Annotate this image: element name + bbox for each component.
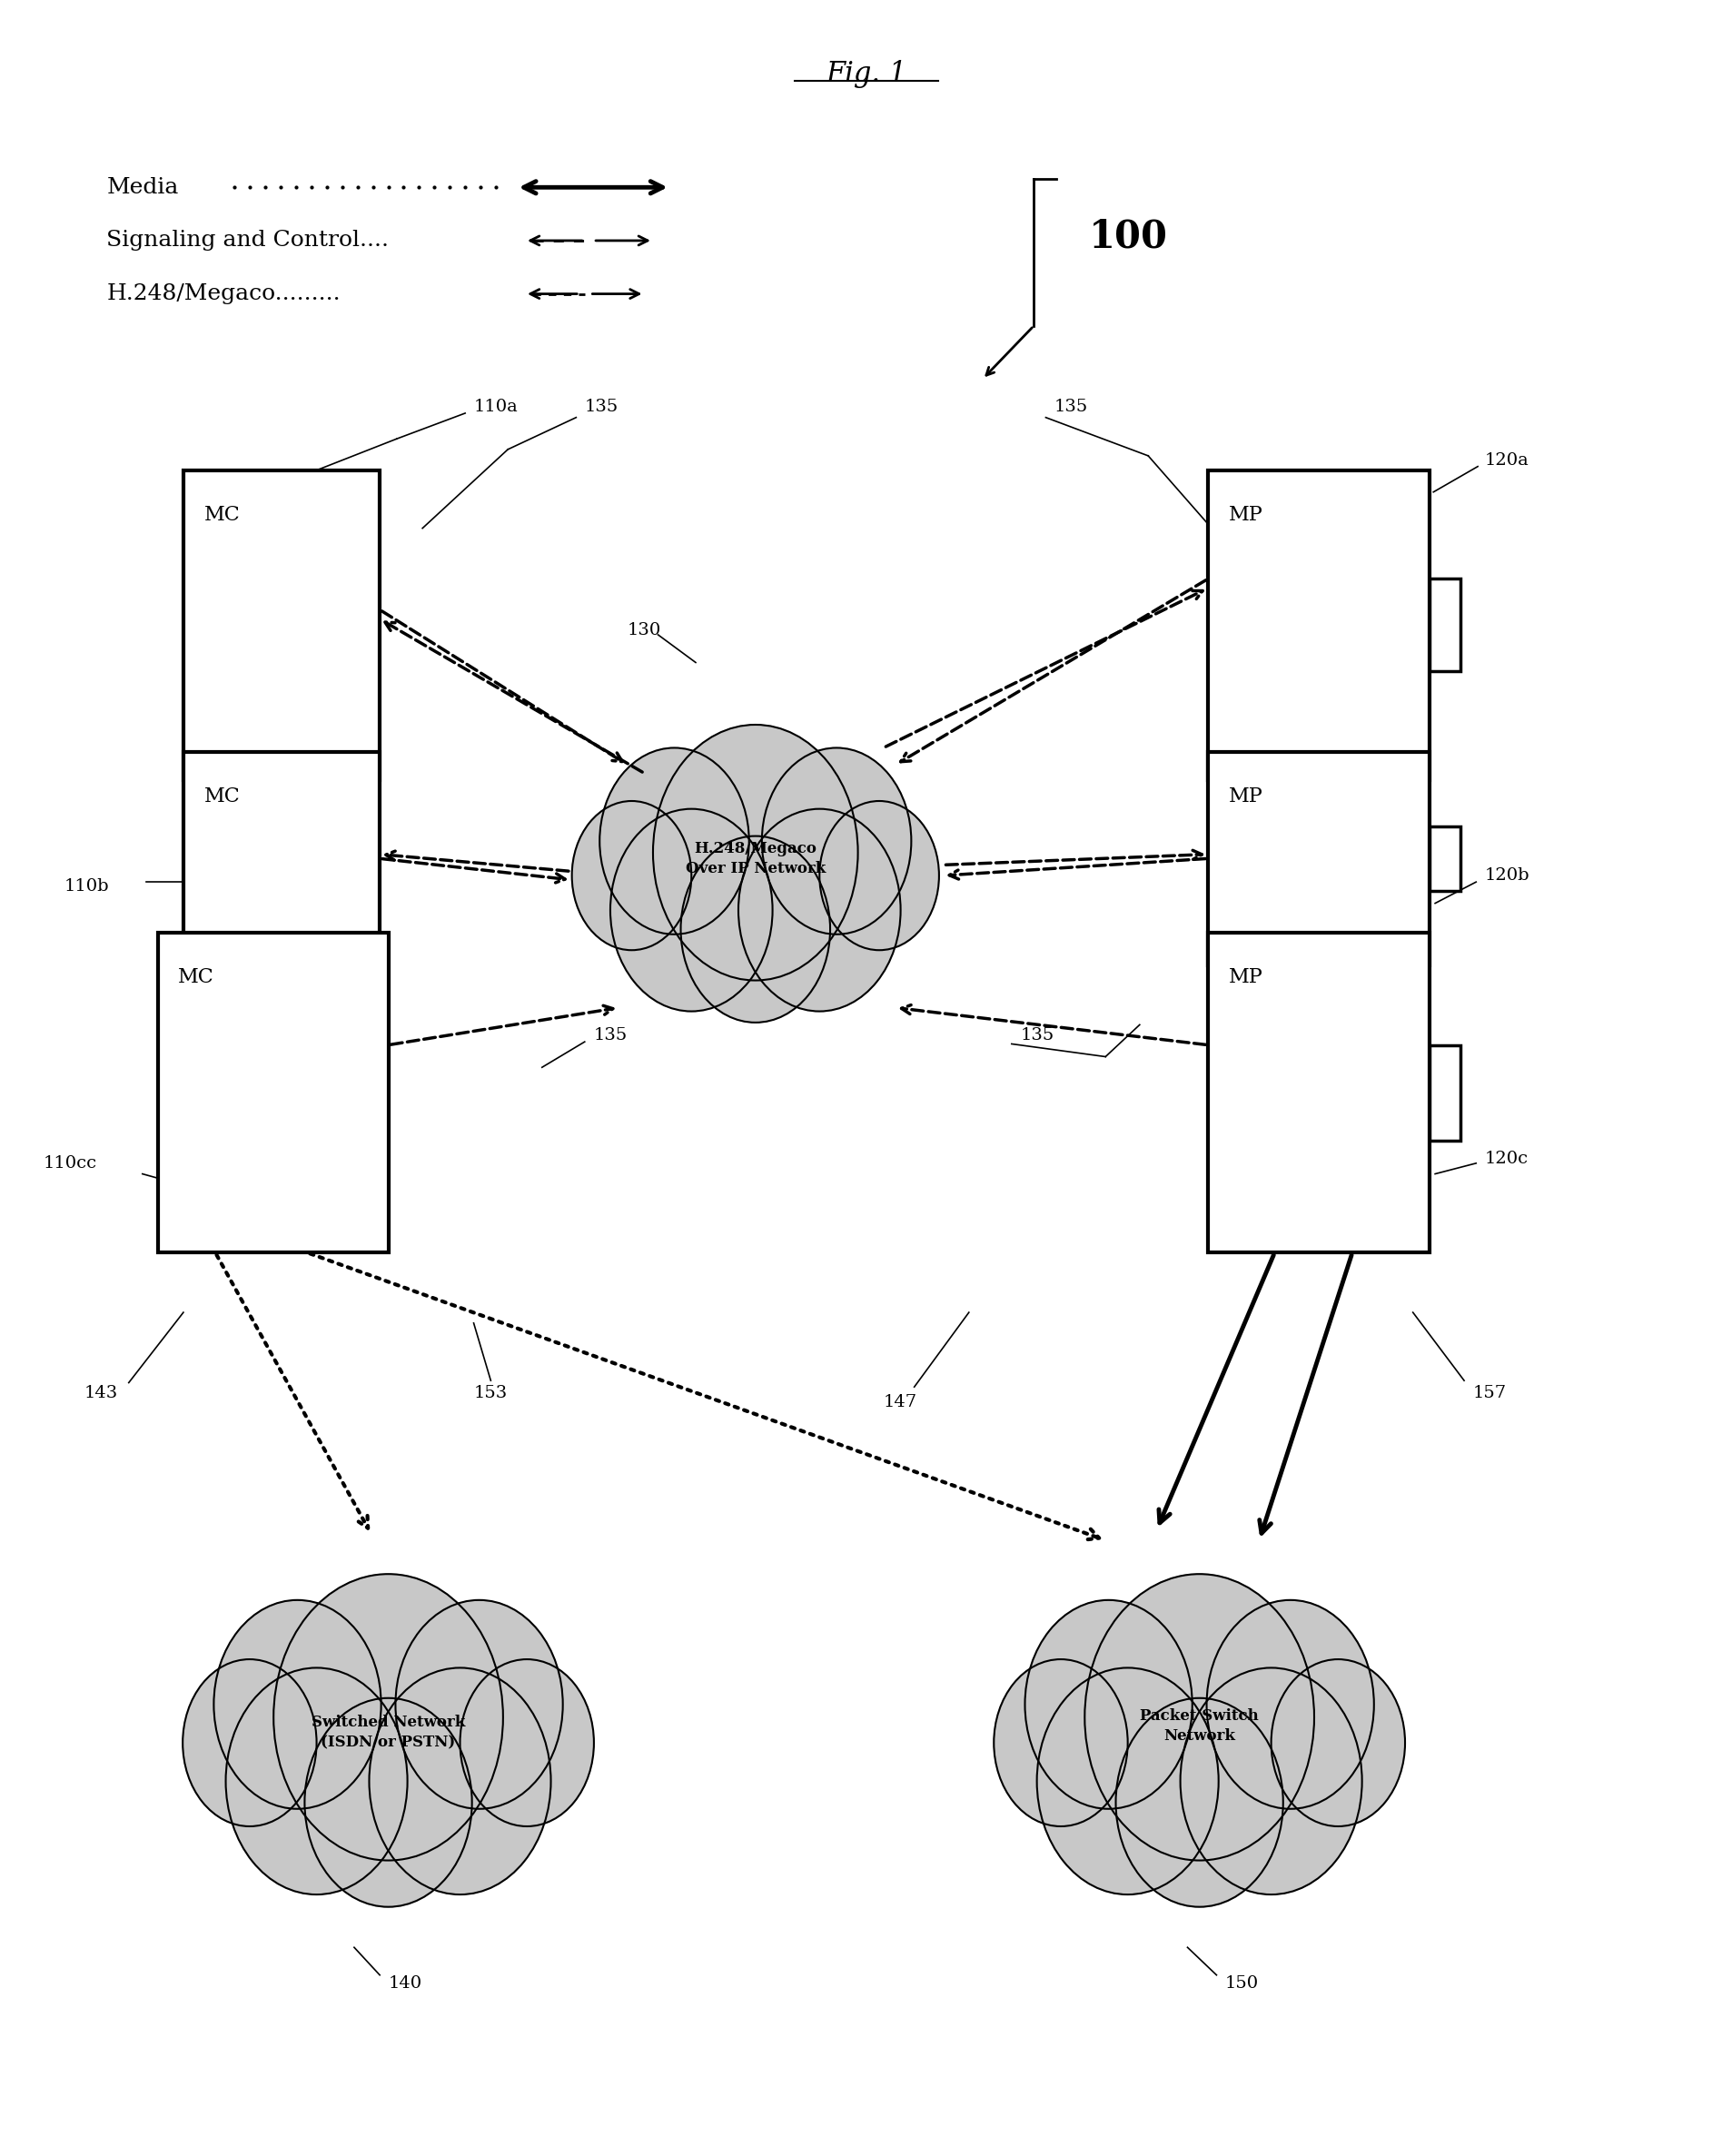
Text: MP: MP <box>1228 787 1263 806</box>
Circle shape <box>1084 1574 1313 1861</box>
Text: MC: MC <box>178 968 215 987</box>
Circle shape <box>459 1660 594 1826</box>
Text: 140: 140 <box>388 1975 423 1992</box>
Text: H.248/Megaco.........: H.248/Megaco......... <box>106 282 341 304</box>
Circle shape <box>994 1660 1128 1826</box>
Circle shape <box>225 1669 407 1895</box>
Text: 135: 135 <box>592 1026 627 1044</box>
Bar <box>1429 578 1460 671</box>
Circle shape <box>305 1699 471 1906</box>
Text: 120a: 120a <box>1484 453 1528 468</box>
Circle shape <box>1036 1669 1218 1895</box>
Text: 120c: 120c <box>1484 1151 1528 1166</box>
Text: 150: 150 <box>1225 1975 1259 1992</box>
Text: Switched Network
(ISDN or PSTN): Switched Network (ISDN or PSTN) <box>312 1714 464 1751</box>
Circle shape <box>599 748 748 934</box>
Text: 135: 135 <box>1053 399 1088 414</box>
Text: 157: 157 <box>1472 1384 1505 1401</box>
Bar <box>184 752 379 966</box>
Circle shape <box>819 802 939 951</box>
Text: 153: 153 <box>473 1384 507 1401</box>
Circle shape <box>738 808 901 1011</box>
Text: 120b: 120b <box>1484 867 1529 884</box>
Circle shape <box>653 724 857 981</box>
Text: MC: MC <box>204 505 239 524</box>
Text: Media: Media <box>106 177 178 198</box>
Circle shape <box>762 748 911 934</box>
Circle shape <box>1115 1699 1282 1906</box>
Text: Packet Switch
Network: Packet Switch Network <box>1140 1708 1257 1744</box>
Bar <box>1207 752 1429 966</box>
Circle shape <box>1271 1660 1405 1826</box>
Circle shape <box>1179 1669 1361 1895</box>
Text: 135: 135 <box>1020 1026 1053 1044</box>
Text: 143: 143 <box>85 1384 118 1401</box>
Text: 147: 147 <box>883 1393 916 1410</box>
Text: 110cc: 110cc <box>43 1156 97 1171</box>
Circle shape <box>1205 1600 1373 1809</box>
Circle shape <box>572 802 691 951</box>
Text: MP: MP <box>1228 505 1263 524</box>
Circle shape <box>182 1660 317 1826</box>
Bar <box>184 470 379 780</box>
Circle shape <box>681 837 830 1022</box>
Text: Signaling and Control....: Signaling and Control.... <box>106 231 388 250</box>
Text: 130: 130 <box>627 623 662 638</box>
Text: MP: MP <box>1228 968 1263 987</box>
Text: MC: MC <box>204 787 239 806</box>
Text: 100: 100 <box>1088 218 1167 254</box>
Bar <box>1429 1046 1460 1141</box>
Bar <box>1429 826 1460 890</box>
Text: 110b: 110b <box>64 877 109 895</box>
Bar <box>1207 934 1429 1253</box>
Bar <box>158 934 388 1253</box>
Circle shape <box>1024 1600 1192 1809</box>
Circle shape <box>274 1574 502 1861</box>
Circle shape <box>610 808 772 1011</box>
Circle shape <box>395 1600 563 1809</box>
Text: 135: 135 <box>584 399 618 414</box>
Bar <box>1207 470 1429 780</box>
Text: H.248/Megaco
Over IP Network: H.248/Megaco Over IP Network <box>684 841 824 875</box>
Circle shape <box>369 1669 551 1895</box>
Text: 110a: 110a <box>473 399 518 414</box>
Text: Fig. 1: Fig. 1 <box>826 60 906 88</box>
Circle shape <box>213 1600 381 1809</box>
